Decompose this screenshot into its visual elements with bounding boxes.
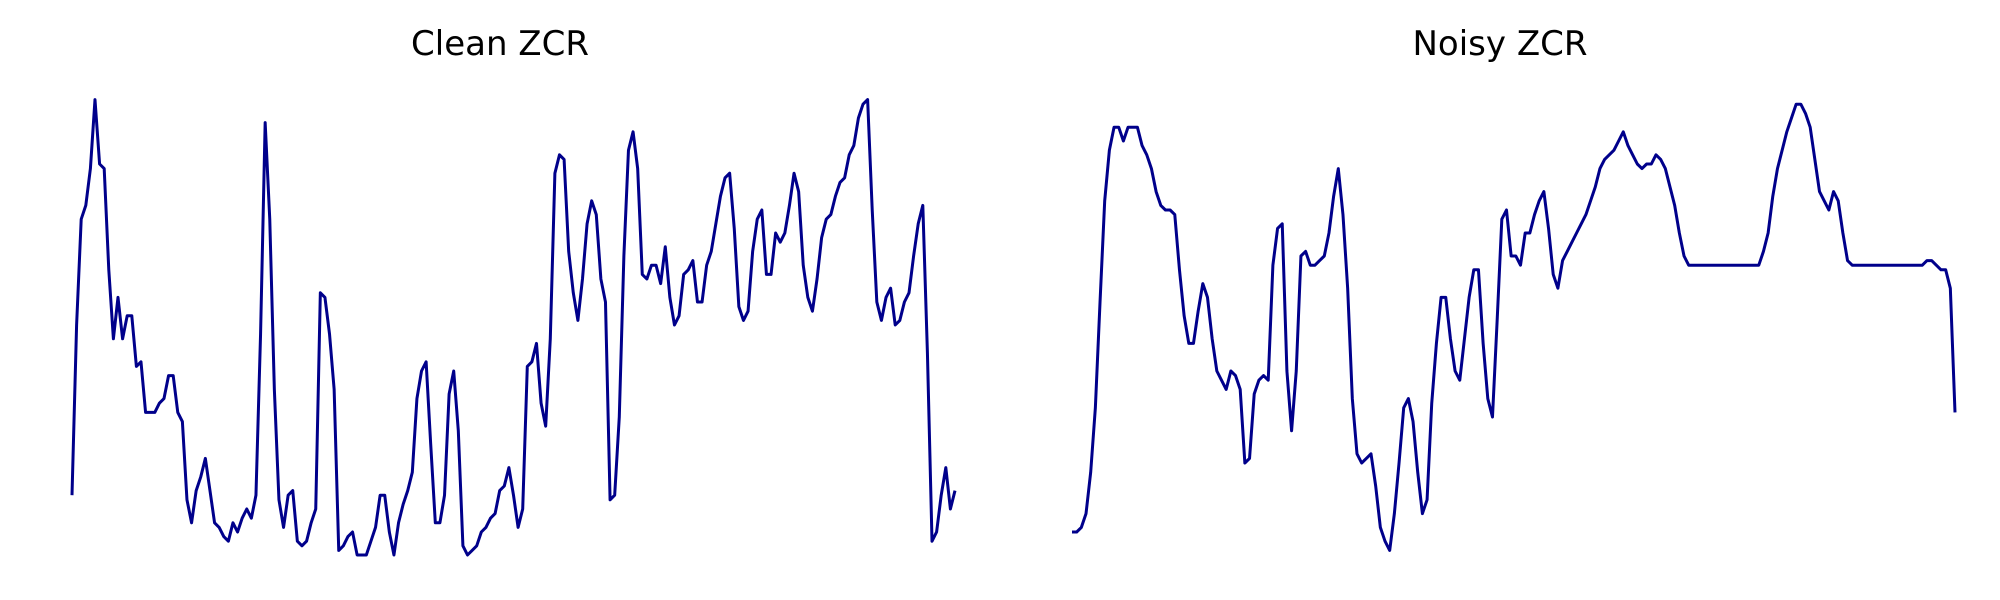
line-chart-clean-zcr [70, 98, 957, 557]
chart-panel-noisy: Noisy ZCR [1000, 0, 2000, 600]
chart-title: Clean ZCR [411, 24, 589, 64]
series-line [70, 98, 957, 557]
chart-panel-clean: Clean ZCR [70, 24, 957, 557]
series-line [1072, 102, 1957, 552]
line-chart-noisy-zcr [1072, 102, 1957, 552]
chart-title: Noisy ZCR [1412, 24, 1588, 64]
